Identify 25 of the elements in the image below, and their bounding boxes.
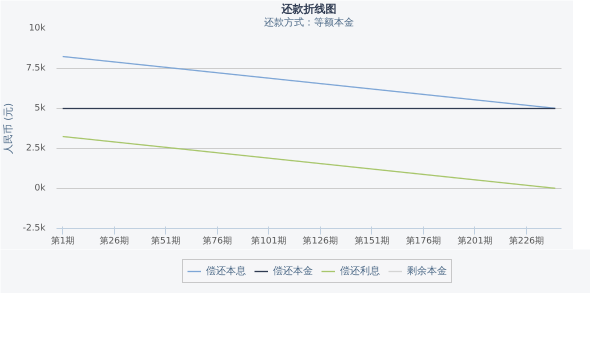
legend-label: 偿还利息 [340, 264, 380, 278]
x-tick-label: 第76期 [202, 236, 232, 246]
x-tick-label: 第226期 [508, 236, 544, 246]
x-tick-label: 第201期 [457, 236, 493, 246]
x-tick-label: 第126期 [302, 236, 338, 246]
y-tick-label: -2.5k [22, 224, 46, 234]
y-tick-label: 2.5k [26, 144, 46, 154]
x-tick-label: 第151期 [354, 236, 390, 246]
y-tick-label: 5k [34, 104, 46, 114]
legend-label: 剩余本金 [407, 264, 447, 278]
legend-label: 偿还本金 [273, 264, 313, 278]
chart-subtitle: 还款方式：等额本金 [264, 16, 354, 28]
legend-label: 偿还本息 [206, 264, 246, 278]
y-tick-label: 7.5k [26, 64, 46, 74]
y-tick-label: 10k [28, 24, 46, 34]
x-tick-label: 第1期 [50, 236, 75, 246]
chart-title: 还款折线图 [280, 2, 336, 16]
x-tick-label: 第101期 [251, 236, 286, 246]
line-series [62, 56, 556, 109]
line-series [62, 136, 556, 189]
y-tick-label: 0k [34, 184, 46, 194]
y-axis-title: 人民币 (元) [2, 102, 15, 154]
x-tick-label: 第51期 [151, 236, 180, 246]
x-tick-label: 第26期 [99, 236, 129, 246]
x-tick-label: 第176期 [406, 236, 441, 246]
